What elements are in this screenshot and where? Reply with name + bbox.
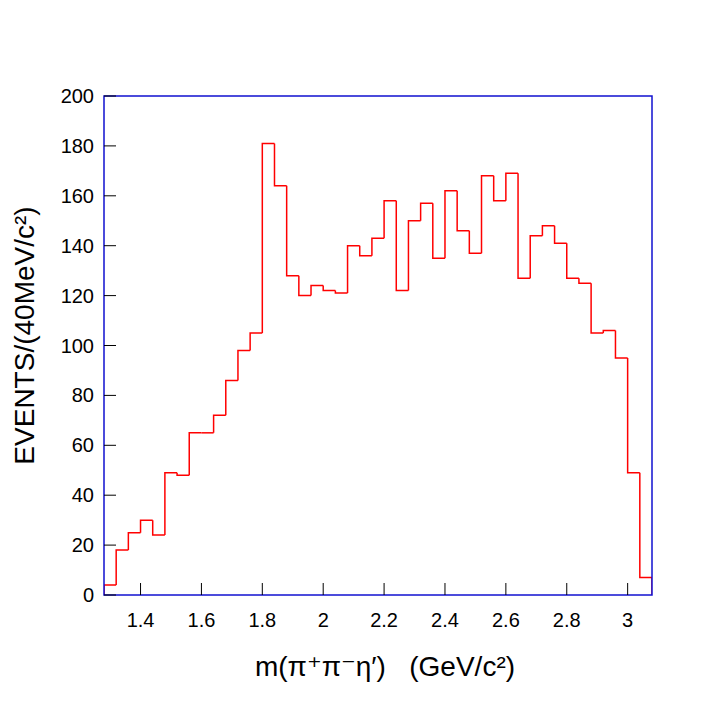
histogram-bin	[348, 246, 360, 293]
x-tick	[627, 583, 628, 595]
histogram-bin	[445, 191, 457, 258]
x-tick-label: 2	[318, 609, 329, 631]
histogram-bin	[128, 533, 140, 550]
y-tick	[104, 145, 116, 146]
x-tick	[505, 583, 506, 595]
histogram-bin	[421, 203, 433, 220]
histogram-bin	[323, 286, 335, 291]
histogram-bin	[238, 350, 250, 380]
x-tick	[262, 583, 263, 595]
histogram-bin	[274, 143, 286, 185]
histogram-bin	[201, 432, 213, 434]
y-tick	[104, 96, 116, 97]
x-tick-label: 3	[622, 609, 633, 631]
x-tick	[384, 583, 385, 595]
histogram-bin	[555, 226, 567, 243]
x-axis-label: m(π⁺π⁻η′) (GeV/c²)	[255, 651, 515, 682]
x-tick	[566, 583, 567, 595]
histogram-bin	[360, 246, 372, 256]
y-tick	[104, 345, 116, 346]
histogram-bin	[530, 236, 542, 278]
histogram-bin	[299, 276, 311, 296]
y-tick-label: 120	[61, 285, 94, 307]
histogram-bin	[104, 585, 116, 595]
histogram-bin	[603, 331, 615, 333]
histogram-bin	[262, 143, 274, 333]
y-tick-label: 40	[72, 484, 94, 506]
y-tick-label: 200	[61, 85, 94, 107]
histogram-bin	[640, 473, 652, 595]
y-tick-label: 160	[61, 185, 94, 207]
histogram-bin	[542, 226, 554, 236]
histogram-bin	[567, 243, 579, 278]
x-tick	[444, 583, 445, 595]
y-tick	[104, 445, 116, 446]
y-tick-label: 100	[61, 335, 94, 357]
y-tick-label: 80	[72, 384, 94, 406]
histogram	[104, 143, 652, 595]
y-axis-label: EVENTS/(40MeV/c²)	[9, 206, 40, 464]
y-tick	[104, 395, 116, 396]
x-tick-label: 2.4	[431, 609, 459, 631]
x-tick	[140, 583, 141, 595]
x-tick-label: 1.6	[188, 609, 216, 631]
histogram-bin	[384, 201, 396, 238]
histogram-bin	[579, 278, 591, 283]
y-tick-label: 60	[72, 434, 94, 456]
y-tick	[104, 495, 116, 496]
histogram-bin	[372, 238, 384, 255]
histogram-bin	[433, 203, 445, 258]
histogram-bin	[506, 173, 518, 200]
histogram-bin	[457, 191, 469, 231]
histogram-bin	[469, 231, 481, 253]
x-tick-label: 2.2	[370, 609, 398, 631]
histogram-bin	[226, 380, 238, 415]
y-tick	[104, 195, 116, 196]
histogram-bin	[189, 433, 201, 475]
histogram-bin	[116, 550, 128, 585]
histogram-bin	[177, 473, 189, 475]
histogram-bin	[311, 286, 323, 296]
y-tick-label: 140	[61, 235, 94, 257]
y-tick	[104, 545, 116, 546]
chart: 0 20 40 60 80 100 120 140 160 180 200 1.4 1.6 1.8 2 2.2…	[0, 0, 708, 708]
y-tick	[104, 245, 116, 246]
x-tick-label: 2.6	[492, 609, 520, 631]
y-tick-label: 180	[61, 135, 94, 157]
histogram-bin	[494, 176, 506, 201]
histogram-bin	[250, 333, 262, 350]
histogram-bin	[591, 283, 603, 333]
histogram-bin	[482, 176, 494, 253]
histogram-bin	[335, 291, 347, 293]
y-tick	[104, 295, 116, 296]
histogram-bin	[287, 186, 299, 276]
x-tick-label: 1.8	[248, 609, 276, 631]
y-tick	[104, 595, 116, 596]
histogram-bin	[214, 415, 226, 432]
x-tick-label: 1.4	[127, 609, 155, 631]
x-tick	[323, 583, 324, 595]
y-tick-label: 20	[72, 534, 94, 556]
x-tick	[201, 583, 202, 595]
histogram-bin	[518, 173, 530, 278]
histogram-bin	[165, 473, 177, 535]
plot-frame	[104, 96, 652, 595]
histogram-bin	[615, 331, 627, 358]
x-tick-label: 2.8	[553, 609, 581, 631]
histogram-bin	[141, 520, 153, 532]
histogram-bin	[396, 201, 408, 291]
histogram-bin	[408, 221, 420, 291]
histogram-bin	[153, 520, 165, 535]
histogram-bin	[628, 358, 640, 473]
y-tick-label: 0	[83, 584, 94, 606]
